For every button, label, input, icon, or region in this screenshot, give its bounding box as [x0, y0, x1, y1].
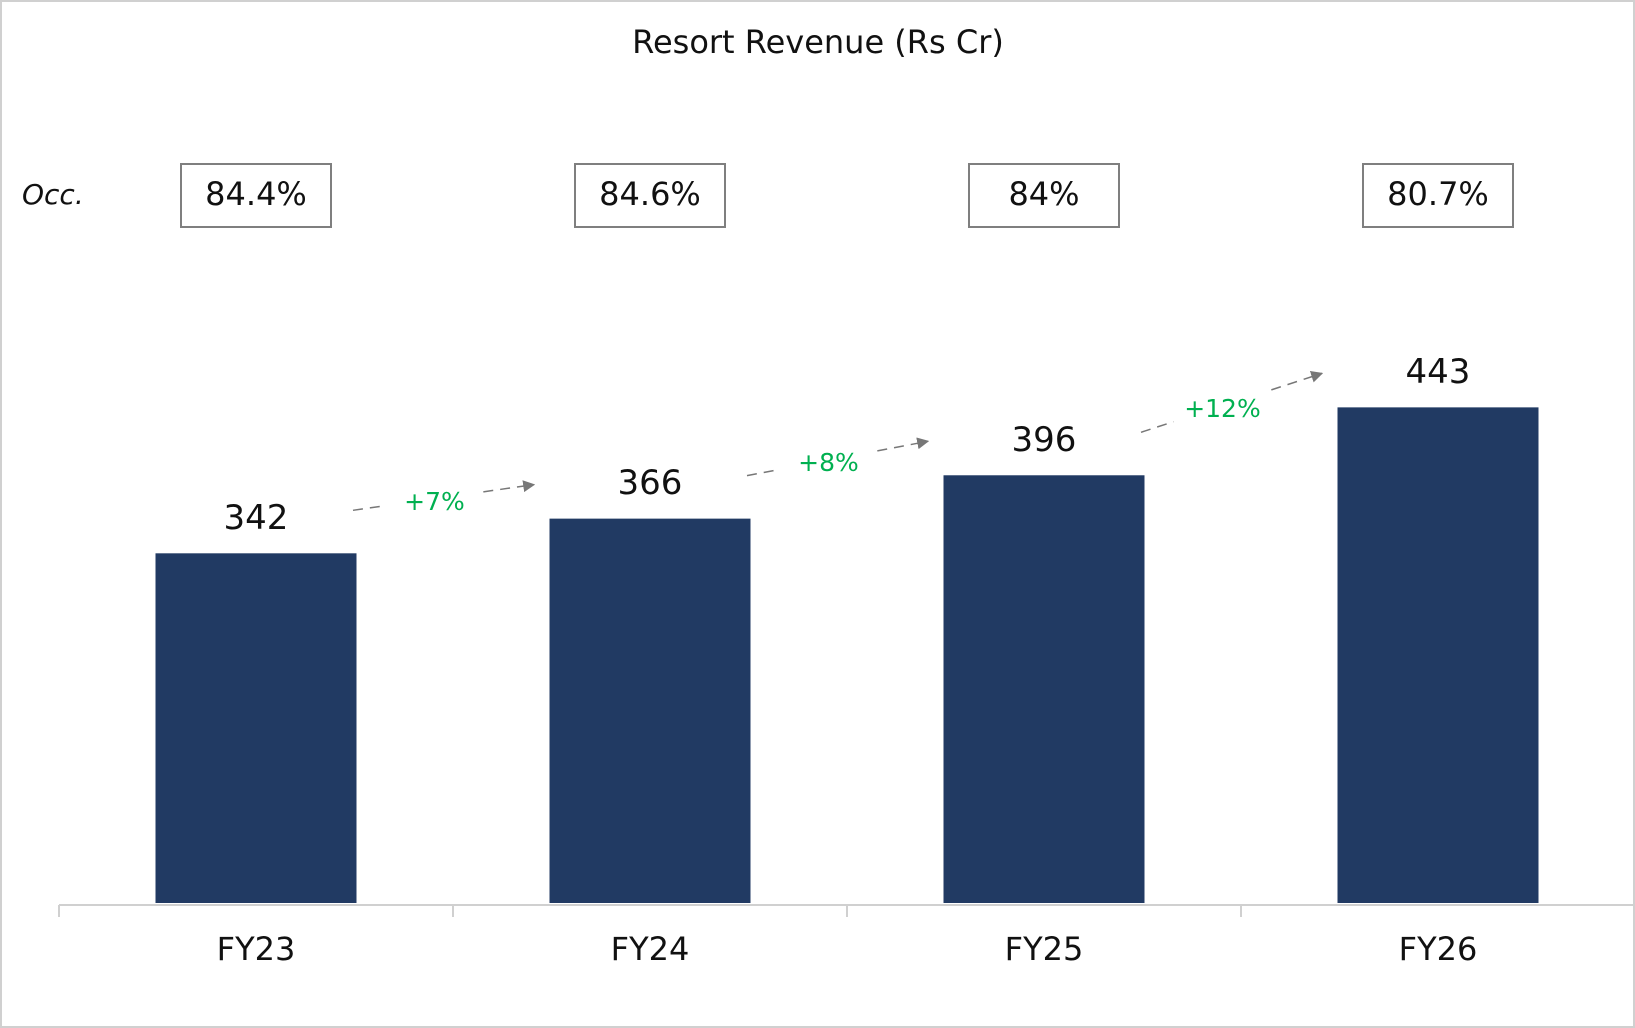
occupancy-value: 84.6%: [599, 175, 701, 213]
value-label: 396: [1012, 420, 1077, 460]
value-label: 443: [1406, 352, 1471, 392]
growth-arrow: [483, 480, 536, 493]
occupancy-value: 84%: [1008, 175, 1079, 213]
x-tick-label: FY24: [611, 930, 690, 968]
growth-arrow: [877, 437, 930, 452]
value-label: 366: [618, 463, 683, 503]
chart-title: Resort Revenue (Rs Cr): [632, 23, 1004, 61]
bar: [155, 553, 357, 903]
growth-label: +12%: [1184, 394, 1261, 423]
occupancy-box: [1362, 163, 1514, 228]
occupancy-box: [180, 163, 332, 228]
x-tick-label: FY26: [1399, 930, 1478, 968]
occupancy-box: [968, 163, 1120, 228]
bar: [549, 518, 751, 903]
x-tick-label: FY25: [1005, 930, 1084, 968]
occupancy-value: 84.4%: [205, 175, 307, 213]
growth-arrow-tail: [352, 504, 386, 512]
growth-arrow-tail: [1140, 420, 1174, 433]
growth-label: +8%: [798, 448, 859, 477]
occupancy-value: 80.7%: [1387, 175, 1489, 213]
bar: [1337, 407, 1539, 903]
growth-arrow: [1271, 371, 1324, 391]
growth-label: +7%: [404, 487, 465, 516]
occupancy-box: [574, 163, 726, 228]
bar: [943, 475, 1145, 903]
value-label: 342: [224, 498, 289, 538]
occupancy-label: Occ.: [22, 178, 84, 211]
growth-arrow-tail: [746, 468, 780, 477]
x-tick-label: FY23: [217, 930, 296, 968]
